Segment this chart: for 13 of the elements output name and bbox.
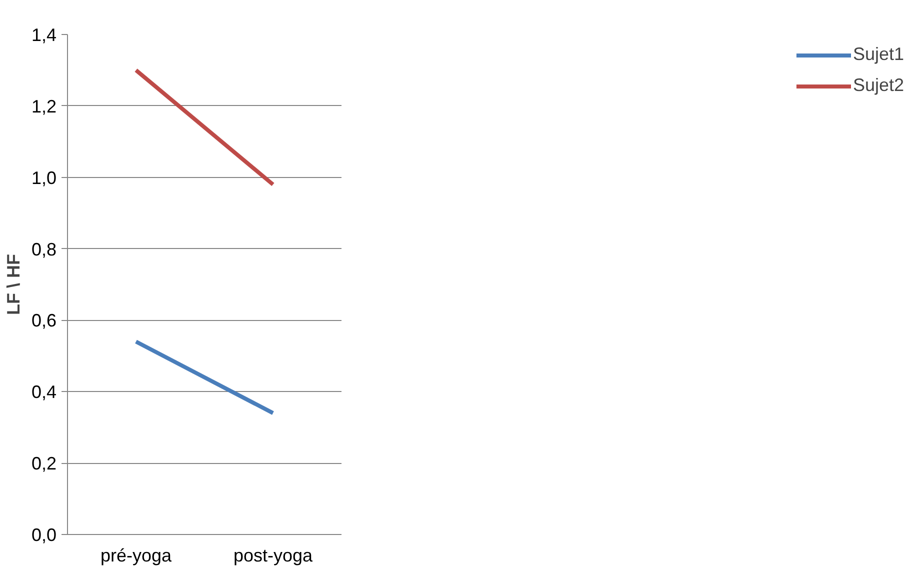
legend-label: Sujet1 [852,44,904,65]
x-tick-label: post-yoga [233,546,314,566]
y-tick-label: 1,0 [31,168,57,188]
y-tick-label: 0,0 [31,525,57,545]
y-tick-label: 0,2 [31,454,57,474]
y-tick-label: 1,4 [31,25,57,45]
y-tick-label: 0,6 [31,310,57,331]
x-tick-label: pré-yoga [100,546,173,566]
y-tick-label: 0,8 [31,239,57,260]
y-tick-label: 1,2 [31,96,57,116]
y-axis-title: LF \ HF [3,254,24,315]
y-tick-label: 0,4 [31,382,57,402]
legend-label: Sujet2 [852,75,904,96]
